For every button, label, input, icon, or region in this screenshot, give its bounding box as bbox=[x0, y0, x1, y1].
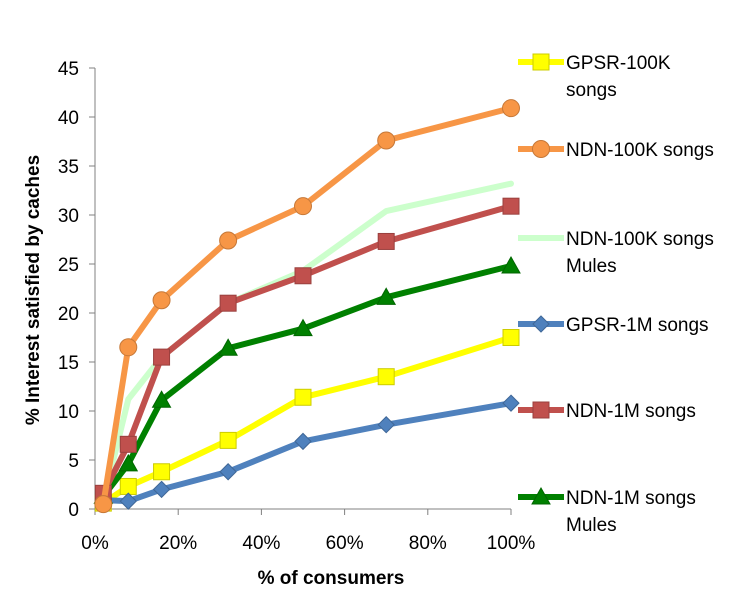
legend-label: GPSR-100K bbox=[566, 53, 671, 74]
legend-marker bbox=[532, 53, 550, 71]
data-point bbox=[219, 431, 237, 449]
data-point bbox=[376, 287, 397, 305]
data-point bbox=[377, 416, 395, 434]
legend-item-1: NDN-100K songs bbox=[518, 140, 714, 161]
data-point bbox=[119, 435, 137, 453]
data-point bbox=[502, 99, 520, 118]
series-3 bbox=[94, 394, 520, 510]
data-point bbox=[152, 291, 171, 310]
y-tick-label: 40 bbox=[58, 108, 79, 129]
y-tick-label: 30 bbox=[58, 206, 79, 227]
legend-marker bbox=[532, 315, 550, 333]
data-point bbox=[119, 338, 138, 357]
legend-marker bbox=[531, 486, 551, 505]
y-tick-label: 20 bbox=[58, 304, 79, 325]
y-tick-label: 35 bbox=[58, 157, 79, 178]
series-2 bbox=[100, 180, 514, 505]
data-point bbox=[502, 329, 520, 346]
data-point bbox=[119, 492, 137, 510]
data-point bbox=[294, 197, 312, 216]
data-point bbox=[502, 394, 520, 412]
y-tick-label: 0 bbox=[68, 500, 79, 521]
data-point bbox=[219, 463, 237, 481]
data-point bbox=[152, 480, 171, 499]
x-tick-label: 0% bbox=[81, 533, 109, 554]
legend-item-3: GPSR-1M songs bbox=[518, 315, 709, 336]
data-point bbox=[219, 231, 238, 250]
data-point bbox=[377, 368, 395, 386]
series-4 bbox=[94, 197, 520, 502]
data-point bbox=[377, 131, 396, 150]
legend-item-2: NDN-100K songs Mules bbox=[518, 229, 714, 277]
data-point bbox=[377, 232, 395, 250]
x-axis-title: % of consumers bbox=[258, 568, 405, 589]
y-tick-label: 45 bbox=[58, 59, 79, 80]
legend-item-4: NDN-1M songs bbox=[518, 401, 696, 422]
y-tick-label: 25 bbox=[58, 255, 79, 276]
series-line bbox=[100, 180, 514, 505]
data-point bbox=[218, 338, 238, 356]
y-tick-label: 10 bbox=[58, 402, 79, 423]
legend-label: songs bbox=[566, 80, 617, 101]
legend-label: Mules bbox=[566, 515, 617, 536]
legend-label: NDN-100K songs bbox=[566, 229, 714, 250]
legend-item-5: NDN-1M songs Mules bbox=[518, 486, 696, 536]
data-point bbox=[153, 463, 171, 481]
x-tick-label: 100% bbox=[487, 533, 536, 554]
data-point bbox=[151, 390, 172, 408]
legend-label: Mules bbox=[566, 256, 617, 277]
series-layer bbox=[93, 99, 521, 514]
data-point bbox=[119, 477, 137, 495]
data-point bbox=[294, 432, 312, 451]
data-point bbox=[94, 495, 113, 514]
legend-label: NDN-100K songs bbox=[566, 140, 714, 161]
x-tick-label: 40% bbox=[242, 533, 280, 554]
data-point bbox=[294, 388, 312, 406]
y-tick-label: 5 bbox=[68, 451, 79, 472]
legend-marker bbox=[532, 140, 550, 158]
x-tick-label: 20% bbox=[159, 533, 197, 554]
data-point bbox=[153, 348, 171, 366]
y-tick-label: 15 bbox=[58, 353, 79, 374]
series-0 bbox=[94, 329, 520, 512]
data-point bbox=[293, 318, 313, 337]
y-axis-title: % Interest satisfied by caches bbox=[23, 155, 44, 425]
series-1 bbox=[94, 99, 520, 514]
axes: 0 5 10 15 20 25 30 35 40 45 0% 20% 40% 60% 80% 100% bbox=[58, 59, 536, 554]
legend-label: NDN-1M songs bbox=[566, 401, 696, 422]
data-point bbox=[294, 267, 312, 285]
legend-label: GPSR-1M songs bbox=[566, 315, 709, 336]
data-point bbox=[502, 197, 520, 215]
legend-marker bbox=[532, 401, 550, 419]
x-tick-label: 80% bbox=[409, 533, 447, 554]
legend-label: NDN-1M songs bbox=[566, 488, 696, 509]
legend-item-0: GPSR-100K songs bbox=[518, 53, 671, 101]
data-point bbox=[118, 453, 139, 472]
data-point bbox=[219, 294, 237, 312]
data-point bbox=[501, 255, 521, 274]
x-tick-label: 60% bbox=[326, 533, 364, 554]
